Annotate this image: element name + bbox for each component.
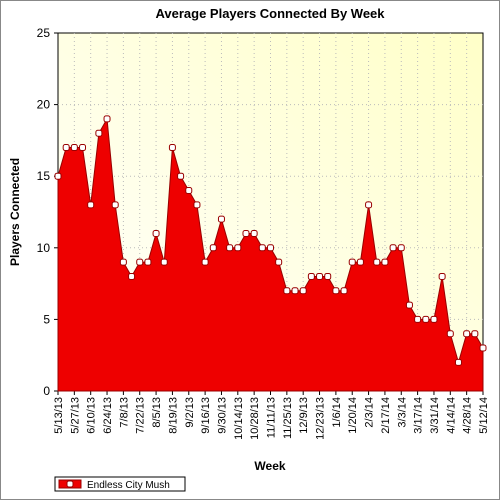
- point-marker: [373, 258, 381, 266]
- y-tick-label: 0: [43, 384, 50, 398]
- point-marker: [332, 287, 340, 295]
- x-tick-label: 9/2/13: [184, 397, 196, 428]
- point-marker: [397, 244, 405, 252]
- point-marker: [275, 258, 283, 266]
- point-marker: [95, 129, 103, 137]
- point-marker: [438, 272, 446, 280]
- point-marker: [340, 287, 348, 295]
- point-marker: [430, 315, 438, 323]
- point-marker: [87, 201, 95, 209]
- x-tick-label: 3/3/14: [396, 397, 408, 428]
- point-marker: [185, 187, 193, 195]
- x-tick-label: 4/28/14: [462, 397, 474, 434]
- y-tick-label: 15: [37, 169, 51, 183]
- x-tick-label: 6/24/13: [102, 397, 114, 434]
- x-tick-label: 12/9/13: [298, 397, 310, 434]
- point-marker: [348, 258, 356, 266]
- point-marker: [234, 244, 242, 252]
- point-marker: [79, 144, 87, 152]
- point-marker: [168, 144, 176, 152]
- point-marker: [128, 272, 136, 280]
- x-tick-label: 1/20/14: [347, 397, 359, 434]
- point-marker: [54, 172, 62, 180]
- point-marker: [160, 258, 168, 266]
- legend-label: Endless City Mush: [87, 480, 170, 491]
- x-tick-label: 9/30/13: [216, 397, 228, 434]
- point-marker: [316, 272, 324, 280]
- legend-marker: [66, 480, 74, 488]
- x-tick-label: 3/31/14: [429, 397, 441, 434]
- point-marker: [103, 115, 111, 123]
- x-axis-label: Week: [254, 459, 285, 473]
- point-marker: [111, 201, 119, 209]
- y-tick-label: 25: [37, 26, 51, 40]
- point-marker: [299, 287, 307, 295]
- x-tick-label: 2/3/14: [364, 397, 376, 428]
- x-tick-label: 5/27/13: [69, 397, 81, 434]
- point-marker: [414, 315, 422, 323]
- point-marker: [119, 258, 127, 266]
- point-marker: [209, 244, 217, 252]
- x-tick-label: 3/17/14: [413, 397, 425, 434]
- point-marker: [258, 244, 266, 252]
- x-tick-label: 10/28/13: [249, 397, 261, 440]
- point-marker: [471, 330, 479, 338]
- point-marker: [454, 358, 462, 366]
- y-tick-label: 5: [43, 312, 50, 326]
- point-marker: [193, 201, 201, 209]
- point-marker: [242, 229, 250, 237]
- point-marker: [177, 172, 185, 180]
- x-tick-label: 12/23/13: [315, 397, 327, 440]
- point-marker: [356, 258, 364, 266]
- point-marker: [446, 330, 454, 338]
- x-tick-label: 6/10/13: [86, 397, 98, 434]
- x-tick-label: 7/8/13: [118, 397, 130, 428]
- point-marker: [389, 244, 397, 252]
- point-marker: [463, 330, 471, 338]
- x-tick-label: 8/5/13: [151, 397, 163, 428]
- x-tick-label: 4/14/14: [445, 397, 457, 434]
- x-tick-label: 11/25/13: [282, 397, 294, 439]
- point-marker: [422, 315, 430, 323]
- point-marker: [283, 287, 291, 295]
- x-tick-label: 10/14/13: [233, 397, 245, 440]
- point-marker: [136, 258, 144, 266]
- x-tick-label: 11/11/13: [266, 397, 278, 438]
- point-marker: [152, 229, 160, 237]
- x-tick-label: 8/19/13: [167, 397, 179, 434]
- point-marker: [324, 272, 332, 280]
- point-marker: [226, 244, 234, 252]
- y-axis-label: Players Connected: [8, 158, 22, 266]
- point-marker: [70, 144, 78, 152]
- x-tick-label: 9/16/13: [200, 397, 212, 434]
- x-tick-label: 7/22/13: [135, 397, 147, 434]
- x-tick-label: 5/13/13: [53, 397, 65, 434]
- point-marker: [267, 244, 274, 252]
- point-marker: [217, 215, 225, 223]
- point-marker: [365, 201, 373, 209]
- point-marker: [250, 229, 258, 237]
- y-tick-label: 10: [37, 241, 51, 255]
- chart-title: Average Players Connected By Week: [155, 6, 385, 21]
- point-marker: [307, 272, 315, 280]
- point-marker: [62, 144, 70, 152]
- x-tick-label: 5/12/14: [478, 397, 490, 434]
- x-tick-label: 2/17/14: [380, 397, 392, 434]
- point-marker: [381, 258, 389, 266]
- legend-box: [54, 476, 186, 492]
- y-tick-label: 20: [37, 98, 51, 112]
- x-tick-label: 1/6/14: [331, 397, 343, 428]
- legend: Endless City Mush: [54, 476, 186, 492]
- point-marker: [144, 258, 152, 266]
- point-marker: [201, 258, 209, 266]
- point-marker: [291, 287, 299, 295]
- point-marker: [405, 301, 413, 309]
- point-marker: [479, 344, 487, 352]
